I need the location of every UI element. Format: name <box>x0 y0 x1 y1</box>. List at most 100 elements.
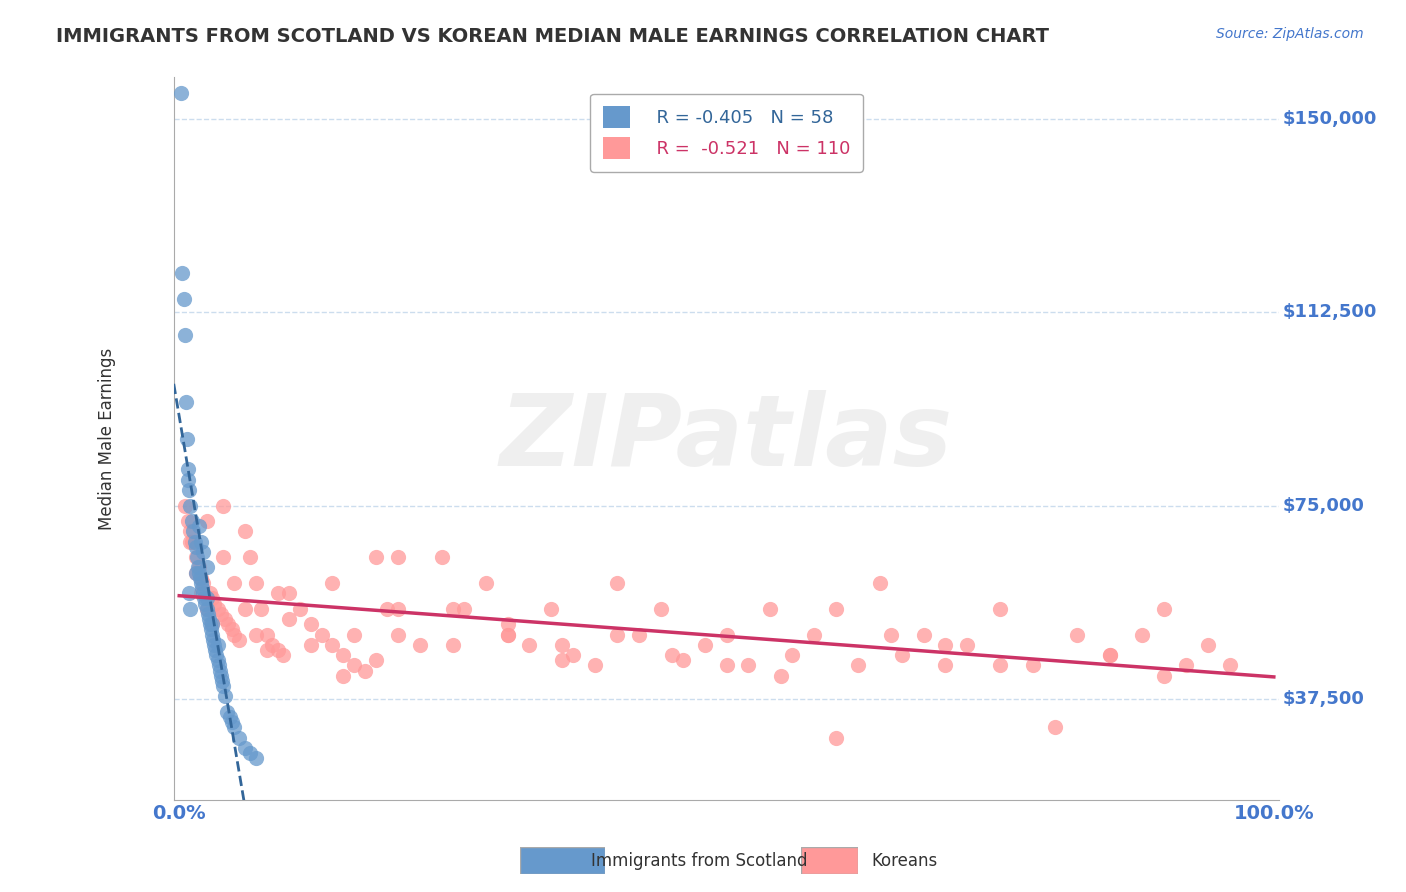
Point <box>583 658 606 673</box>
Point <box>202 597 225 611</box>
Point <box>441 601 464 615</box>
Point <box>195 514 218 528</box>
Point <box>193 586 215 600</box>
Point <box>661 648 683 663</box>
Point <box>354 664 377 678</box>
Point <box>271 648 294 663</box>
Point <box>190 534 212 549</box>
Point <box>299 638 322 652</box>
Point <box>1175 658 1198 673</box>
Point <box>693 638 716 652</box>
Point <box>496 627 519 641</box>
Point <box>183 524 205 539</box>
Point <box>177 483 200 497</box>
Point <box>201 617 224 632</box>
Point <box>233 524 256 539</box>
Text: IMMIGRANTS FROM SCOTLAND VS KOREAN MEDIAN MALE EARNINGS CORRELATION CHART: IMMIGRANTS FROM SCOTLAND VS KOREAN MEDIA… <box>56 27 1049 45</box>
Point <box>221 623 243 637</box>
Point <box>1098 648 1121 663</box>
Point <box>375 601 398 615</box>
Point <box>177 586 200 600</box>
Point <box>321 638 343 652</box>
Point <box>186 550 208 565</box>
Point <box>200 623 222 637</box>
Point <box>343 658 366 673</box>
Point <box>174 395 197 409</box>
Point <box>825 601 848 615</box>
Point <box>187 566 209 580</box>
Point <box>207 658 229 673</box>
Point <box>198 586 221 600</box>
Point <box>173 328 195 343</box>
Point <box>1197 638 1219 652</box>
Point <box>191 581 214 595</box>
Point <box>1219 658 1241 673</box>
Point <box>214 612 236 626</box>
Point <box>222 576 245 591</box>
Point <box>239 746 262 760</box>
Legend:   R = -0.405   N = 58,   R =  -0.521   N = 110: R = -0.405 N = 58, R = -0.521 N = 110 <box>591 94 863 172</box>
Point <box>650 601 672 615</box>
Point <box>880 627 903 641</box>
Point <box>267 643 290 657</box>
Point <box>222 627 245 641</box>
Point <box>204 643 226 657</box>
Text: Median Male Earnings: Median Male Earnings <box>98 347 117 530</box>
Point <box>194 597 217 611</box>
Point <box>988 658 1011 673</box>
Point <box>387 550 409 565</box>
Point <box>217 705 239 719</box>
Point <box>177 462 200 476</box>
Point <box>170 86 193 100</box>
Point <box>221 715 243 730</box>
Point <box>195 591 218 606</box>
Point <box>1043 720 1066 734</box>
Point <box>551 653 574 667</box>
Point <box>262 638 284 652</box>
Point <box>1153 669 1175 683</box>
Point <box>177 473 200 487</box>
Point <box>179 499 201 513</box>
Point <box>759 601 782 615</box>
Point <box>737 658 759 673</box>
Point <box>179 524 201 539</box>
Point <box>519 638 541 652</box>
Point <box>233 601 256 615</box>
Point <box>540 601 562 615</box>
Point <box>803 627 825 641</box>
Point <box>190 586 212 600</box>
Point <box>176 432 198 446</box>
Point <box>277 586 299 600</box>
Point <box>453 601 475 615</box>
Point <box>311 627 333 641</box>
Point <box>846 658 869 673</box>
Point <box>208 664 231 678</box>
Point <box>193 545 215 559</box>
Point <box>770 669 793 683</box>
Text: Koreans: Koreans <box>872 852 938 870</box>
Point <box>250 601 273 615</box>
Point <box>179 601 201 615</box>
Point <box>184 540 207 554</box>
Point <box>332 648 354 663</box>
Point <box>716 627 738 641</box>
Point <box>187 560 209 574</box>
Point <box>267 586 290 600</box>
Point <box>780 648 803 663</box>
Point <box>173 292 195 306</box>
Point <box>245 627 267 641</box>
Point <box>195 601 218 615</box>
Point <box>332 669 354 683</box>
Point <box>562 648 585 663</box>
Point <box>496 617 519 632</box>
Point <box>207 638 229 652</box>
Point <box>627 627 650 641</box>
Text: $150,000: $150,000 <box>1282 110 1376 128</box>
Point <box>202 638 225 652</box>
Point <box>321 576 343 591</box>
Point <box>214 690 236 704</box>
Point <box>551 638 574 652</box>
Point <box>430 550 453 565</box>
Point <box>179 534 201 549</box>
Point <box>988 601 1011 615</box>
